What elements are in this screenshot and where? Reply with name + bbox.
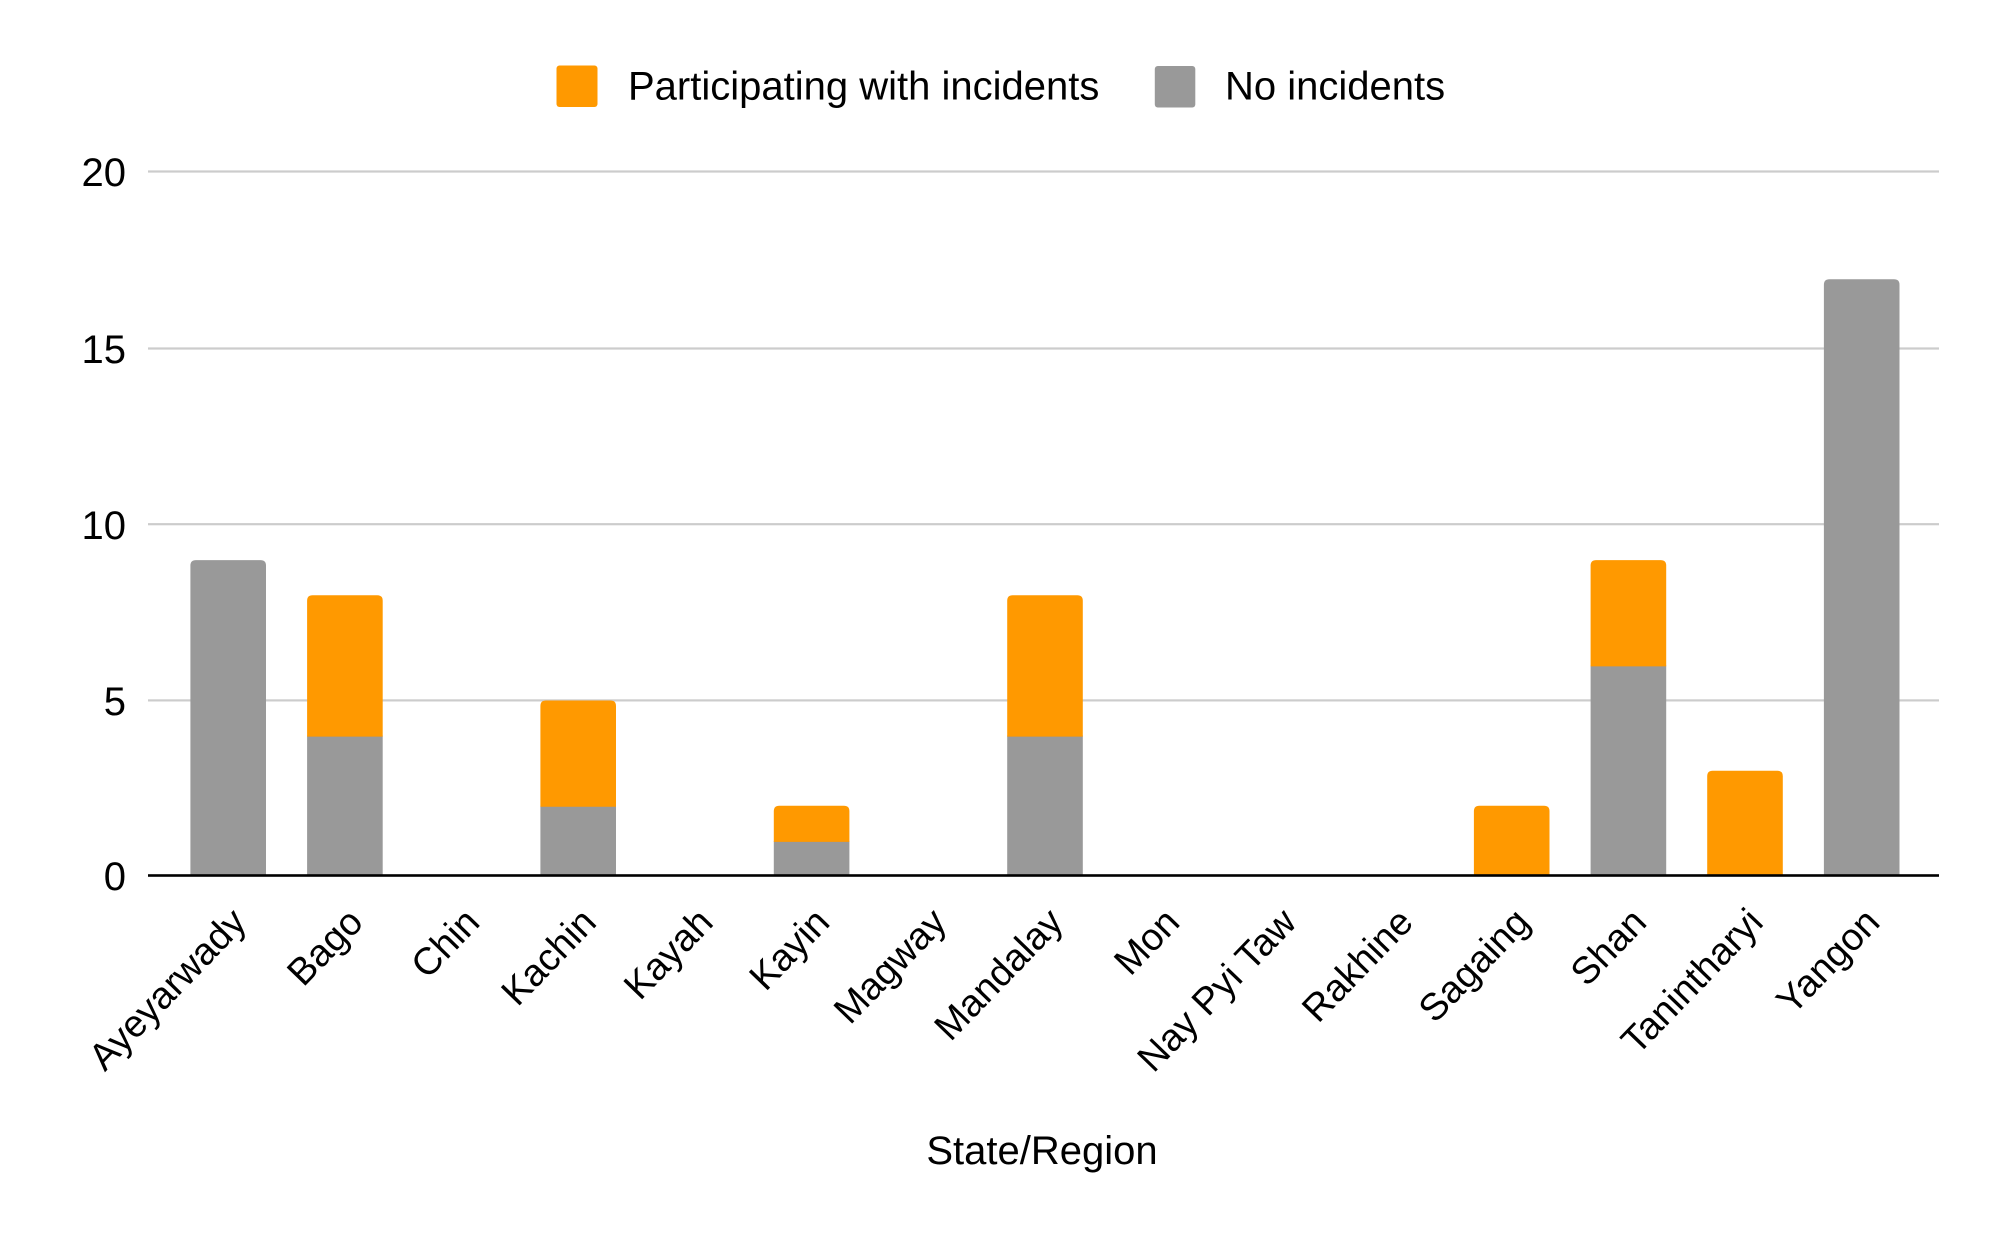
svg-text:10: 10 — [82, 504, 127, 548]
svg-text:Participating with incidents: Participating with incidents — [628, 65, 1099, 109]
svg-text:No incidents: No incidents — [1225, 65, 1445, 109]
svg-text:0: 0 — [104, 855, 126, 899]
svg-text:15: 15 — [82, 328, 127, 372]
svg-text:20: 20 — [82, 151, 127, 195]
svg-text:5: 5 — [104, 680, 126, 724]
svg-text:State/Region: State/Region — [926, 1129, 1157, 1173]
